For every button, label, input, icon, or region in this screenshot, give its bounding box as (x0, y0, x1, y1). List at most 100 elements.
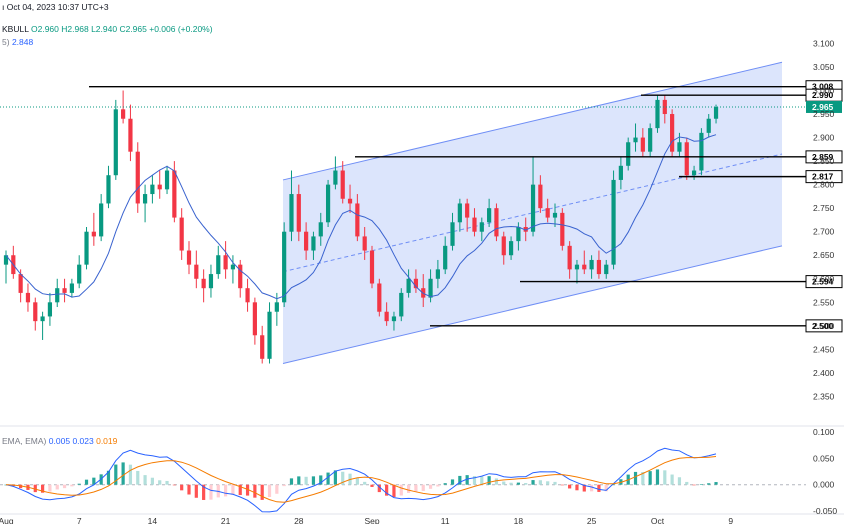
candle-body (611, 179, 616, 265)
candle-body (172, 170, 177, 218)
ma-line (5, 134, 717, 300)
candle-body (443, 245, 448, 270)
macd-histogram-bar (238, 484, 242, 496)
macd-histogram-bar (568, 484, 572, 489)
candle-body (706, 118, 711, 133)
ticker[interactable]: KBULL (2, 24, 29, 34)
macd-histogram-bar (62, 484, 67, 489)
level-label: 2.990 (812, 90, 834, 100)
price-tick-label: 2.650 (813, 250, 835, 260)
macd-histogram-bar (487, 476, 491, 485)
macd-pane (0, 447, 806, 513)
macd-histogram-bar (128, 464, 133, 485)
macd-histogram-bar (590, 484, 594, 492)
candle-body (574, 264, 580, 270)
candle-body (304, 231, 309, 251)
macd-histogram-bar (289, 478, 294, 485)
macd-label[interactable]: EMA, EMA) (2, 436, 47, 446)
candle-body (33, 302, 38, 322)
candle-body (311, 236, 316, 251)
candle-body (333, 170, 338, 185)
candle-body (501, 236, 506, 256)
price-tick-label: 2.400 (813, 368, 835, 378)
candle-body (596, 259, 602, 275)
macd-row: EMA, EMA) 0.005 0.023 0.019 (2, 436, 117, 446)
candle-body (260, 335, 265, 359)
high-value: H2.968 (61, 24, 89, 34)
candle-body (406, 278, 411, 293)
level-label: 3.008 (812, 82, 834, 92)
candle-body (267, 311, 272, 359)
macd-histogram-bar (341, 471, 345, 485)
header-datetime: Oct 04, 2023 10:37 UTC+3 (6, 2, 109, 12)
candle-body (340, 170, 345, 199)
price-axis[interactable]: 3.100 3.050 3.000 2.950 2.900 2.850 2.800 2.750… (813, 38, 837, 516)
macd-histogram-bar (560, 484, 564, 486)
candle-body (347, 198, 353, 204)
price-tick-label: 3.100 (813, 38, 835, 48)
macd-histogram-bar (670, 474, 674, 485)
macd-histogram-bar (333, 470, 337, 485)
macd-histogram-bar (465, 475, 469, 485)
macd-histogram-bar (172, 484, 176, 486)
macd-histogram-bar (633, 471, 638, 485)
macd-histogram-bar (377, 484, 381, 493)
candle-body (91, 231, 96, 237)
price-tick-label: 2.950 (813, 109, 835, 119)
price-tick-label: 3.000 (813, 85, 835, 95)
candle-body (62, 288, 67, 293)
candle-body (487, 208, 492, 223)
macd-histogram-bar (575, 484, 579, 491)
candle-body (567, 245, 572, 270)
candle-body (18, 274, 23, 293)
macd-histogram-bar (458, 475, 462, 485)
macd-histogram-bar (209, 484, 213, 500)
macd-histogram-bar (180, 484, 184, 491)
candle-body (208, 274, 214, 289)
macd-histogram-bar (282, 484, 286, 487)
macd-histogram-bar (685, 481, 689, 485)
candle-body (157, 184, 162, 190)
time-axis[interactable]: Aug 7 14 21 28 Sep 11 18 25 Oct 9 (0, 516, 733, 524)
level-label: 2.859 (812, 152, 834, 162)
time-tick-label: 25 (587, 516, 597, 524)
candle-body (282, 231, 287, 303)
macd-histogram-bar (158, 480, 162, 485)
macd-histogram-bar (150, 477, 154, 485)
candle-body (128, 118, 133, 152)
candle-body (77, 264, 82, 284)
candle-body (450, 222, 455, 246)
macd-histogram-bar (443, 483, 447, 485)
macd-histogram-bar (202, 484, 206, 500)
level-label-box (805, 150, 843, 164)
macd-histogram-bar (297, 476, 301, 485)
macd-histogram-bar (19, 484, 23, 489)
candle-body (318, 222, 323, 237)
macd-histogram-bar (304, 476, 308, 485)
macd-histogram-bar (363, 481, 367, 485)
candle-body (465, 203, 470, 218)
ma-label[interactable]: 5) (2, 37, 10, 47)
candle-body (494, 208, 499, 237)
macd-histogram-bar (538, 480, 542, 485)
candle-body (377, 283, 382, 312)
candle-body (252, 302, 257, 336)
macd-histogram-bar (663, 470, 667, 485)
level-label: 2.594 (812, 277, 834, 287)
macd-histogram-bar (84, 479, 89, 485)
macd-histogram-bar (582, 484, 586, 492)
time-tick-label: Sep (364, 516, 379, 524)
candle-body (113, 109, 118, 176)
candle-body (516, 227, 521, 242)
macd-histogram-bar (55, 484, 59, 490)
macd-histogram-bar (260, 484, 264, 500)
macd-histogram-bar (70, 484, 74, 487)
macd-histogram-bar (245, 484, 250, 496)
candle-body (186, 250, 192, 265)
candle-body (106, 175, 111, 204)
signal-value: 0.023 (72, 436, 94, 446)
macd-histogram-bar (231, 484, 235, 495)
candle-body (47, 302, 53, 317)
